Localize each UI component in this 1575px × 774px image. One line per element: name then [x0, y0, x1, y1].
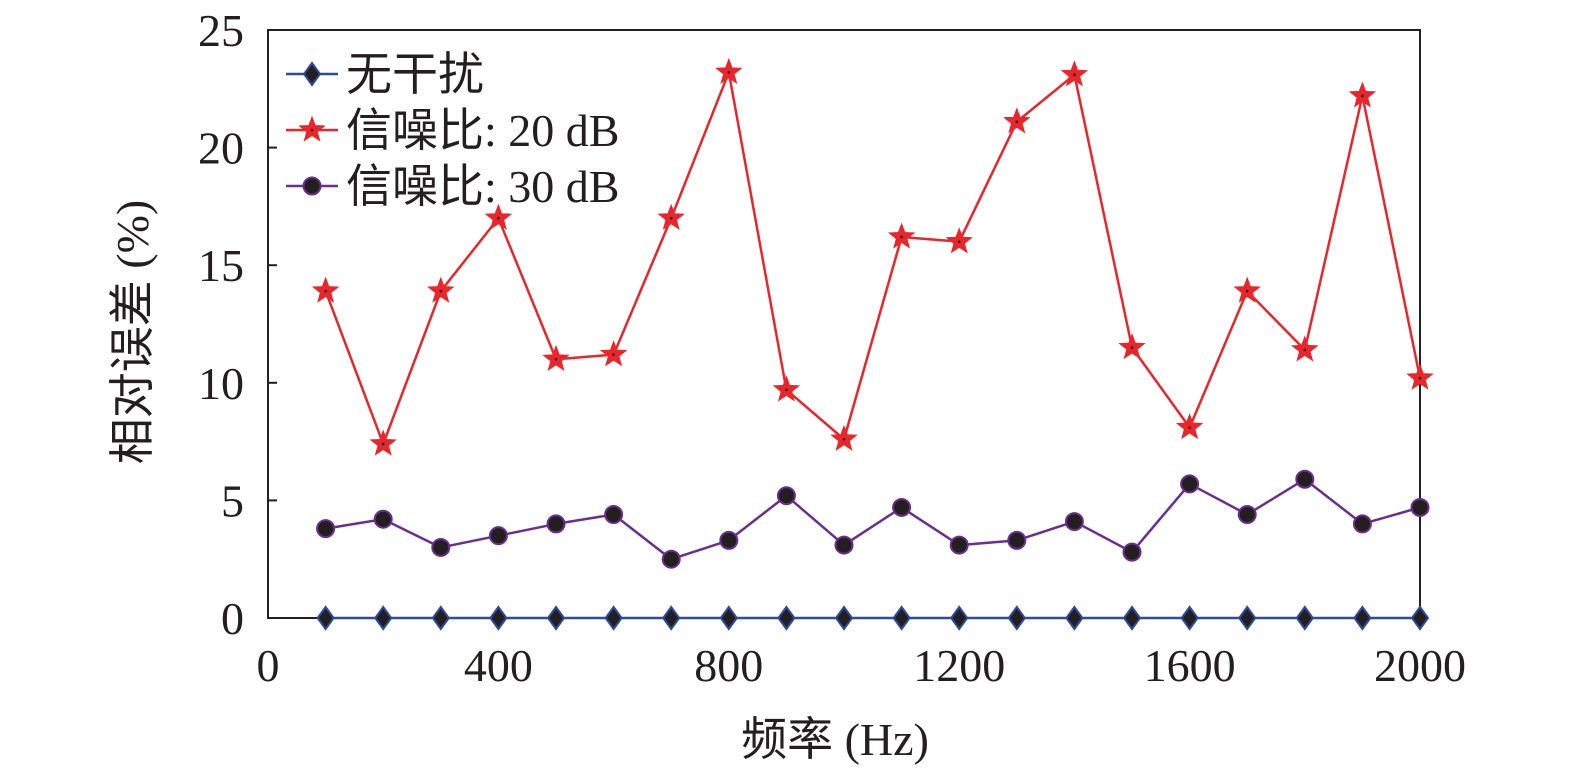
data-point-center — [727, 71, 731, 74]
data-point-center — [900, 235, 903, 239]
legend-marker — [302, 176, 322, 196]
data-point-center — [957, 240, 961, 243]
data-point-center — [381, 442, 385, 446]
data-point — [892, 497, 912, 517]
data-point — [604, 605, 623, 631]
data-point — [316, 519, 336, 539]
axis-ticks: 0 400 800 1200 1600 2000 0 5 10 15 20 25 — [198, 5, 1466, 691]
data-point — [1064, 512, 1084, 532]
series-1 — [311, 57, 1434, 456]
data-point — [719, 605, 739, 631]
data-point — [834, 535, 854, 555]
legend-marker — [302, 61, 322, 87]
data-point — [949, 535, 969, 555]
data-point-center — [1361, 94, 1364, 98]
data-point — [373, 605, 393, 631]
data-point-center — [324, 289, 327, 293]
series-2 — [316, 469, 1430, 569]
y-tick-label: 10 — [198, 358, 244, 409]
data-point-center — [785, 388, 788, 392]
x-tick-label: 1600 — [1144, 640, 1236, 691]
data-point — [719, 530, 739, 550]
data-point-center — [1130, 346, 1134, 349]
data-point-center — [842, 437, 846, 441]
y-tick-label: 0 — [221, 593, 244, 644]
data-point — [1237, 605, 1257, 631]
data-point — [546, 605, 566, 631]
data-point — [431, 605, 451, 631]
data-point-center — [669, 216, 673, 220]
x-tick-label: 2000 — [1374, 640, 1466, 691]
y-tick-label: 15 — [198, 240, 244, 291]
data-point-center — [497, 216, 500, 220]
y-tick-label: 25 — [198, 5, 244, 56]
data-point — [892, 605, 911, 631]
series-line — [324, 71, 1422, 446]
series-layer — [311, 57, 1434, 631]
data-point-center — [1245, 289, 1249, 293]
data-point-center — [439, 289, 443, 293]
legend-label: 信噪比: 20 dB — [346, 105, 619, 156]
data-point — [1007, 530, 1027, 550]
data-point — [1353, 605, 1372, 631]
data-point — [949, 605, 969, 631]
data-point — [1065, 605, 1084, 631]
legend-marker-center — [310, 128, 314, 132]
y-tick-label: 5 — [221, 475, 244, 526]
data-point — [431, 537, 451, 557]
data-point — [834, 605, 854, 631]
data-point-center — [612, 353, 615, 356]
data-point — [776, 486, 796, 506]
data-point — [1410, 605, 1430, 631]
data-point — [1007, 605, 1027, 631]
data-point — [661, 605, 681, 631]
y-tick-label: 20 — [198, 123, 244, 174]
y-axis-title: 相对误差 (%) — [107, 200, 158, 464]
series-line — [325, 477, 1421, 561]
data-point-center — [1188, 426, 1191, 429]
data-point — [1295, 469, 1315, 489]
data-point — [1352, 514, 1372, 534]
data-point — [489, 605, 508, 631]
series-0 — [316, 605, 1430, 631]
x-tick-label: 400 — [464, 640, 533, 691]
x-tick-label: 1200 — [913, 640, 1005, 691]
data-point-center — [1015, 120, 1019, 124]
data-point-center — [554, 357, 558, 361]
x-tick-label: 0 — [257, 640, 280, 691]
data-point — [1295, 605, 1315, 631]
data-point — [1122, 605, 1142, 631]
data-point — [1237, 505, 1257, 525]
data-point — [316, 605, 335, 631]
data-point — [546, 514, 566, 534]
data-point — [488, 526, 508, 546]
legend-label: 无干扰 — [346, 49, 484, 100]
data-point — [604, 505, 624, 525]
data-point-center — [1303, 348, 1307, 352]
legend-label: 信噪比: 30 dB — [346, 161, 619, 212]
data-point — [1180, 605, 1199, 631]
data-point — [777, 605, 796, 631]
data-point-center — [1073, 73, 1076, 76]
data-point — [373, 509, 393, 529]
data-point — [1410, 497, 1430, 517]
data-point — [1122, 542, 1142, 562]
data-point — [1180, 474, 1200, 494]
x-axis-title: 频率 (Hz) — [741, 714, 929, 765]
x-tick-label: 800 — [694, 640, 763, 691]
data-point — [661, 549, 681, 569]
data-point-center — [1418, 376, 1422, 380]
